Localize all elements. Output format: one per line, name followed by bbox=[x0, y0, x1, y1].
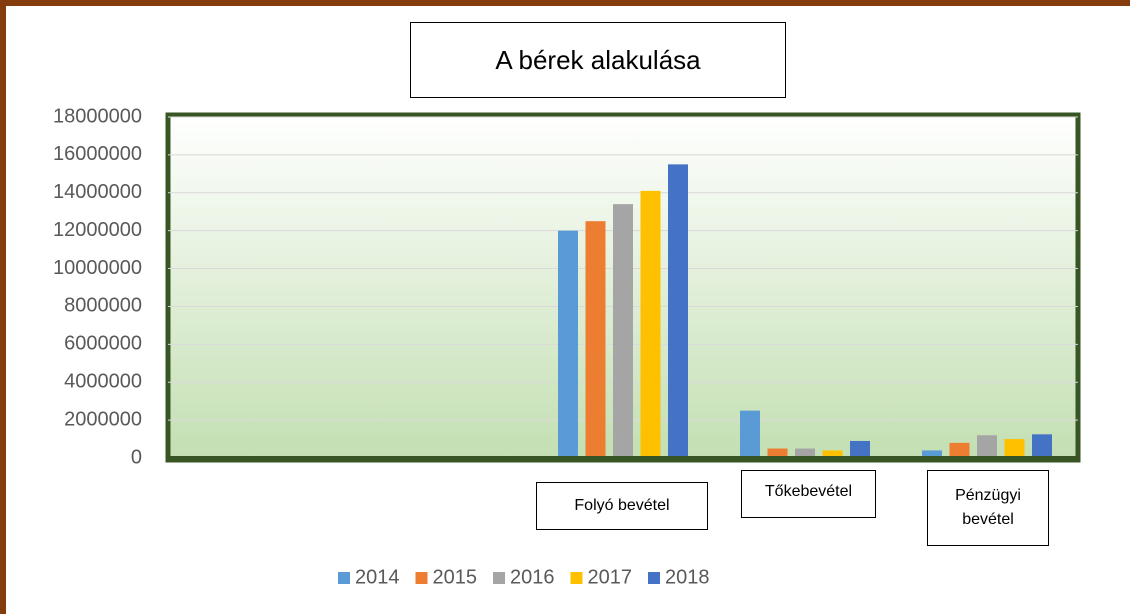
bar bbox=[822, 450, 843, 458]
bar bbox=[977, 435, 997, 458]
y-tick-label: 10000000 bbox=[53, 257, 142, 279]
bar bbox=[1032, 434, 1052, 458]
y-tick-label: 2000000 bbox=[64, 408, 142, 430]
legend-label: 2018 bbox=[665, 566, 710, 588]
legend-swatch bbox=[570, 572, 583, 584]
bar bbox=[922, 450, 942, 458]
category-label: Tőkebevétel bbox=[741, 470, 876, 518]
bar bbox=[949, 442, 970, 458]
y-tick-label: 12000000 bbox=[53, 219, 142, 241]
bar bbox=[613, 204, 633, 458]
bar bbox=[740, 410, 760, 458]
bar bbox=[767, 448, 788, 458]
y-tick-label: 8000000 bbox=[64, 295, 142, 317]
legend-swatch bbox=[493, 572, 505, 584]
y-tick-label: 6000000 bbox=[64, 333, 142, 355]
y-tick-label: 14000000 bbox=[53, 181, 142, 203]
bar bbox=[850, 440, 870, 458]
legend-swatch bbox=[338, 572, 350, 584]
category-label: Pénzügyi bevétel bbox=[927, 470, 1049, 546]
y-tick-label: 16000000 bbox=[53, 143, 142, 165]
bar bbox=[1004, 439, 1025, 458]
y-tick-label: 18000000 bbox=[53, 105, 142, 127]
chart-title: A bérek alakulása bbox=[410, 22, 786, 98]
legend-label: 2014 bbox=[355, 566, 400, 588]
y-tick-label: 4000000 bbox=[64, 371, 142, 393]
frame-left bbox=[0, 0, 6, 614]
bar bbox=[795, 448, 815, 458]
category-label: Folyó bevétel bbox=[536, 482, 708, 530]
bar bbox=[640, 190, 661, 458]
bar bbox=[558, 230, 578, 458]
legend-label: 2017 bbox=[588, 566, 633, 588]
bar bbox=[585, 221, 606, 458]
frame-top bbox=[0, 0, 1130, 6]
legend-swatch bbox=[415, 572, 428, 584]
bar bbox=[668, 164, 688, 458]
legend-label: 2015 bbox=[433, 566, 478, 588]
y-tick-label: 0 bbox=[131, 446, 142, 468]
legend-swatch bbox=[648, 572, 660, 584]
legend-label: 2016 bbox=[510, 566, 555, 588]
